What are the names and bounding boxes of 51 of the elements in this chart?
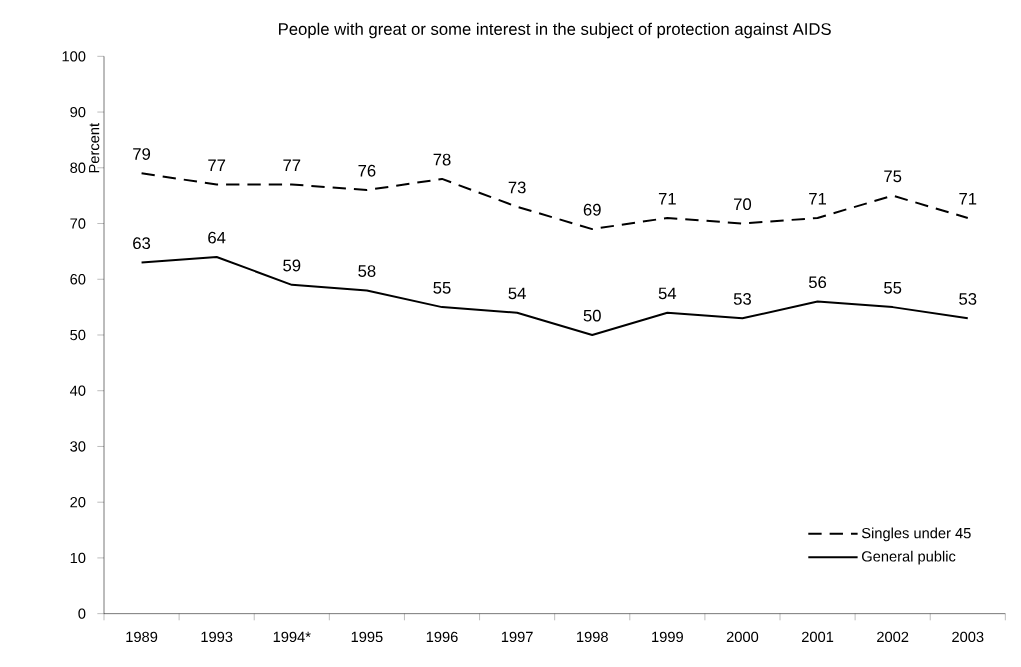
y-tick-label: 20 — [70, 497, 86, 508]
x-tick-label: 2001 — [801, 631, 834, 643]
x-tick-label: 1995 — [351, 631, 383, 643]
y-tick-label: 90 — [70, 106, 86, 118]
data-label: 58 — [358, 265, 376, 277]
data-label: 77 — [208, 159, 226, 172]
y-axis-title: Percent — [89, 123, 100, 173]
y-tick-label: 0 — [78, 608, 86, 619]
x-tick-label: 2002 — [877, 631, 909, 643]
x-tick-label: 1996 — [426, 631, 458, 643]
chart-title: People with great or some interest in the subject of protection against AIDS — [279, 22, 831, 39]
y-tick-label: 30 — [70, 441, 86, 452]
data-label: 64 — [208, 231, 226, 244]
data-label: 75 — [884, 170, 902, 183]
data-label: 56 — [808, 276, 827, 289]
data-label: 55 — [884, 282, 902, 294]
data-label: 53 — [733, 293, 751, 305]
data-label: 63 — [133, 237, 151, 250]
x-tick-label: 2003 — [952, 631, 984, 643]
x-tick-label: 1999 — [652, 631, 683, 643]
data-label: 71 — [959, 193, 977, 205]
data-label: 69 — [583, 203, 601, 216]
data-label: 73 — [508, 181, 526, 194]
y-tick-label: 60 — [70, 274, 86, 285]
x-tick-label: 1993 — [201, 631, 233, 643]
data-label: 70 — [734, 198, 752, 211]
x-tick-label: 1994* — [273, 631, 311, 643]
data-label: 77 — [283, 159, 301, 172]
y-tick-label: 70 — [70, 218, 86, 229]
data-label: 79 — [133, 148, 151, 160]
data-label: 54 — [658, 287, 677, 300]
data-label: 50 — [583, 309, 601, 322]
data-label: 76 — [358, 164, 376, 177]
legend-label: General public — [862, 550, 956, 565]
data-label: 71 — [658, 193, 676, 205]
y-tick-label: 80 — [70, 162, 86, 173]
x-tick-label: 1989 — [126, 631, 158, 643]
x-tick-label: 1998 — [577, 631, 608, 643]
y-tick-label: 10 — [70, 552, 86, 564]
data-label: 55 — [433, 282, 451, 294]
y-tick-label: 40 — [69, 385, 86, 396]
y-tick-label: 100 — [62, 51, 86, 62]
x-tick-label: 2000 — [726, 631, 759, 643]
legend-label: Singles under 45 — [861, 527, 971, 542]
data-label: 71 — [809, 193, 826, 205]
data-label: 78 — [433, 153, 451, 166]
y-tick-label: 50 — [70, 329, 86, 341]
data-label: 54 — [508, 287, 526, 300]
data-label: 53 — [959, 293, 977, 305]
data-label: 59 — [283, 259, 301, 272]
x-tick-label: 1997 — [501, 631, 533, 643]
